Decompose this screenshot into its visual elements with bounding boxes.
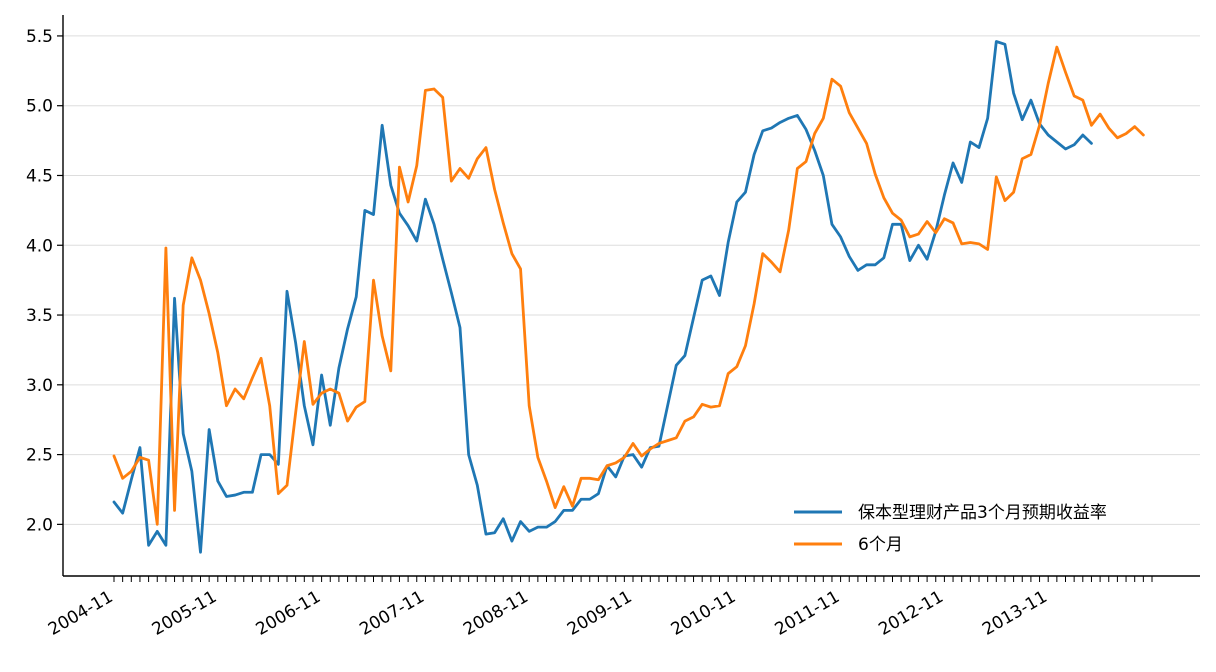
- x-tick-label: 2006-11: [253, 587, 325, 640]
- x-tick-label: 2009-11: [564, 587, 636, 640]
- x-tick-label: 2008-11: [460, 587, 532, 640]
- x-tick-label: 2007-11: [356, 587, 428, 640]
- x-tick-label: 2011-11: [772, 587, 844, 640]
- series-layer: [112, 40, 1145, 554]
- y-tick-label: 4.5: [26, 166, 53, 186]
- x-axis: 2004-11 2005-11 2006-11 2007-11 2008-11 2009-…: [45, 575, 1200, 640]
- y-tick-label: 3.5: [26, 306, 53, 326]
- series-line-1: [112, 40, 1093, 554]
- y-tick-label: 2.0: [26, 515, 53, 535]
- x-tick-label: 2012-11: [875, 587, 947, 640]
- x-tick-label: 2004-11: [45, 587, 117, 640]
- y-tick-label: 5.5: [26, 27, 53, 47]
- x-tick-label: 2005-11: [149, 587, 221, 640]
- legend-label-1: 保本型理财产品3个月预期收益率: [858, 503, 1107, 523]
- y-gridlines: [63, 35, 1200, 525]
- legend: 保本型理财产品3个月预期收益率 6个月: [794, 503, 1107, 555]
- y-tick-label: 3.0: [26, 376, 53, 396]
- y-tick-label: 4.0: [26, 236, 53, 256]
- y-axis: 2.0 2.5 3.0 3.5 4.0 4.5 5.0 5.5: [26, 15, 64, 576]
- y-tick-label: 5.0: [26, 97, 53, 117]
- y-tick-label: 2.5: [26, 446, 53, 466]
- x-tick-label: 2013-11: [979, 587, 1051, 640]
- series-line-2: [112, 45, 1145, 526]
- legend-label-2: 6个月: [858, 535, 903, 555]
- x-tick-label: 2010-11: [668, 587, 740, 640]
